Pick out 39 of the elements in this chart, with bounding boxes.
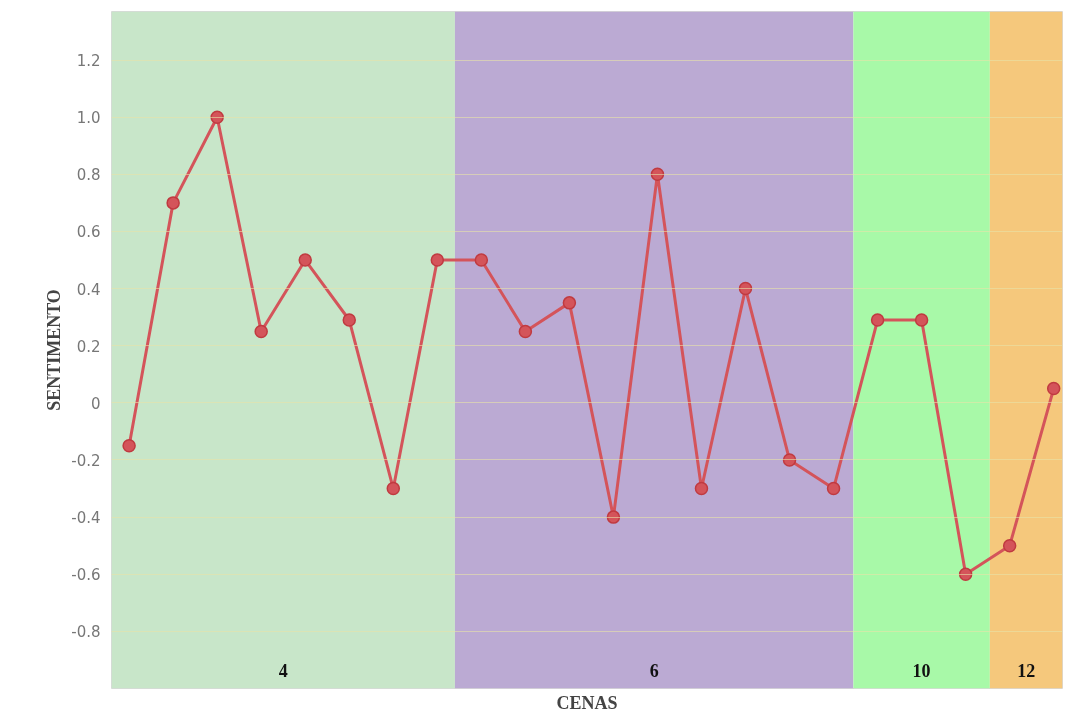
annotation: 4 <box>278 660 288 681</box>
y-tick-label: 0 <box>90 394 101 413</box>
point <box>782 453 797 467</box>
y-tick-label: 0.4 <box>76 280 101 299</box>
point <box>254 324 268 339</box>
point <box>870 313 885 327</box>
point <box>474 253 489 267</box>
point <box>562 296 577 310</box>
point <box>826 481 841 496</box>
point <box>694 481 709 496</box>
y-tick-label: 0.8 <box>76 166 101 185</box>
y-axis-title: SENTIMENTO <box>44 289 65 411</box>
point <box>298 253 312 267</box>
x-axis-title: CENAS <box>556 692 618 713</box>
y-tick-label: 1.2 <box>76 52 101 71</box>
y-tick-label: 1.0 <box>76 109 101 128</box>
y-tick-label: -0.4 <box>71 509 101 528</box>
y-tick-label: 0.6 <box>76 223 101 242</box>
point <box>518 324 533 339</box>
point <box>650 167 665 182</box>
point <box>1046 381 1061 396</box>
annotation: 10 <box>912 660 931 681</box>
point <box>738 281 753 296</box>
y-tick-label: 0.2 <box>76 337 101 356</box>
point <box>386 481 401 496</box>
y-tick-label: -0.2 <box>71 451 101 470</box>
point <box>342 313 356 327</box>
point <box>1002 538 1017 553</box>
point <box>166 196 180 210</box>
y-tick-label: -0.6 <box>71 566 101 585</box>
point <box>430 253 445 267</box>
point <box>606 510 621 524</box>
annotation: 6 <box>649 660 659 681</box>
point <box>958 567 973 581</box>
annotation: 12 <box>1017 660 1036 681</box>
y-tick-label: -0.8 <box>71 623 101 642</box>
point <box>210 110 224 124</box>
point <box>122 438 136 453</box>
point <box>914 313 929 327</box>
